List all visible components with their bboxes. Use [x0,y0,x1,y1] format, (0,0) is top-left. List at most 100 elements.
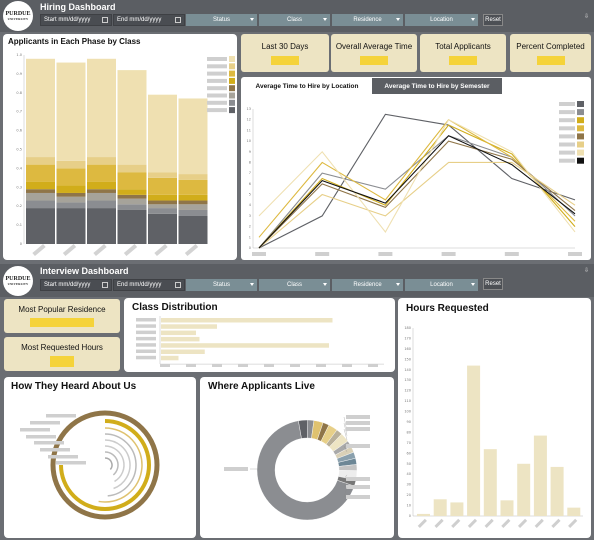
series-line [258,135,576,249]
hours-bar [567,507,581,516]
hours-requested-chart: 0 10 20 30 40 50 60 70 80 90 100 110 120 130 140 150 160… [404,326,583,528]
how-they-heard-chart [20,410,160,520]
interview-residence-select[interactable]: Residence [332,279,403,291]
interview-status-select[interactable]: Status [186,279,257,291]
tab-time-by-location[interactable]: Average Time to Hire by Location [242,78,372,94]
stack-bar-segment [117,204,147,210]
time-to-hire-panel [241,77,591,260]
download-icon[interactable]: ⇩ [584,268,590,274]
hiring-reset-button[interactable]: Reset [483,14,503,26]
hiring-start-date-input[interactable]: Start mm/dd/yyyy [40,14,112,26]
chevron-down-icon [471,283,475,286]
x-tick-label-placeholder [417,518,427,528]
donut-label-placeholder [346,415,370,419]
hiring-end-date-input[interactable]: End mm/dd/yyyy [113,14,185,26]
calendar-icon[interactable] [102,282,108,288]
stack-bar-segment [178,194,208,201]
y-tick-label: 70 [407,441,411,445]
y-tick-label: 20 [407,493,411,497]
stack-bar-segment [117,209,147,244]
logo-subtext: UNIVERSITY [7,17,29,21]
hiring-class-select[interactable]: Class [259,14,330,26]
y-tick-label: 140 [404,368,411,372]
y-tick-label: 180 [404,326,411,330]
y-tick-label: 7 [249,171,251,175]
legend-swatch [229,107,235,114]
stack-bar-segment [87,157,116,165]
select-label: Status [212,17,230,23]
tab-time-by-semester[interactable]: Average Time to Hire by Semester [372,78,502,94]
stack-bar-segment [26,58,55,158]
y-tick-label: 30 [407,483,411,487]
stack-bar-segment [148,172,177,178]
hours-bar [517,463,531,516]
x-tick-label-placeholder [93,243,107,257]
series-line [258,161,576,249]
y-tick-label: 1 [249,235,251,239]
hiring-residence-select[interactable]: Residence [332,14,403,26]
interview-end-date-input[interactable]: End mm/dd/yyyy [113,279,185,291]
y-tick-label: 90 [407,420,411,424]
series-line [258,113,576,249]
ring-label-placeholder [46,414,76,418]
logo-text: PURDUE [5,11,31,17]
legend-swatch [577,149,584,156]
stack-bar-segment [178,209,208,216]
where-applicants-live-chart [224,415,370,521]
x-tick-label-placeholder [504,252,519,256]
kpi-last-30-days: Last 30 Days [241,34,329,72]
stack-bar-segment [87,208,116,244]
ring-arc [98,427,143,503]
legend-label-placeholder [207,100,227,105]
legend-swatch [229,77,235,84]
interview-reset-button[interactable]: Reset [483,278,503,290]
x-tick-label-placeholder [568,518,578,528]
ring-arc [104,445,125,483]
hours-bar [533,435,547,516]
stack-bar-segment [117,189,147,195]
x-tick-label-placeholder [238,364,248,367]
donut-label-placeholder [346,485,370,489]
calendar-icon[interactable] [175,282,181,288]
select-label: Class [286,17,302,23]
stack-bar-segment [117,198,147,205]
download-icon[interactable]: ⇩ [584,14,590,20]
legend-swatch [577,109,584,116]
x-tick-label-placeholder [160,364,170,367]
y-tick-label: 0.7 [16,110,22,114]
y-tick-label: 10 [407,504,411,508]
y-tick-label: 0 [249,246,251,250]
kpi-most-popular-residence: Most Popular Residence [4,299,120,333]
interview-class-select[interactable]: Class [259,279,330,291]
hours-bar [483,449,497,516]
legend-label-placeholder [207,108,227,113]
x-tick-label-placeholder [184,243,199,257]
x-tick-label-placeholder [434,518,444,528]
stack-bar-segment [117,172,147,190]
series-line [258,118,576,233]
hiring-location-select[interactable]: Location [405,14,478,26]
stack-bar-segment [26,192,55,201]
ring-label-placeholder [40,448,70,452]
interview-start-date-input[interactable]: Start mm/dd/yyyy [40,279,112,291]
class-bar [161,324,217,329]
ring-label-placeholder [26,435,56,439]
chevron-down-icon [250,18,254,21]
chevron-down-icon [323,283,327,286]
x-tick-label-placeholder [186,364,196,367]
x-tick-label-placeholder [568,252,582,256]
calendar-icon[interactable] [102,17,108,23]
y-tick-label: 0 [20,242,22,246]
select-label: Residence [353,282,382,288]
y-tick-label: 12 [247,118,251,122]
legend-label-placeholder [559,134,575,139]
legend-label-placeholder [559,150,575,155]
class-distribution-title: Class Distribution [132,302,218,313]
hours-bar [550,466,564,516]
hiring-status-select[interactable]: Status [186,14,257,26]
chevron-down-icon [250,283,254,286]
calendar-icon[interactable] [175,17,181,23]
interview-location-select[interactable]: Location [405,279,478,291]
applicants-phase-chart: 0 0.1 0.2 0.3 0.4 0.5 0.6 0.7 0.8 0.9 1.0 [16,53,235,257]
stack-bar-segment [148,177,177,195]
